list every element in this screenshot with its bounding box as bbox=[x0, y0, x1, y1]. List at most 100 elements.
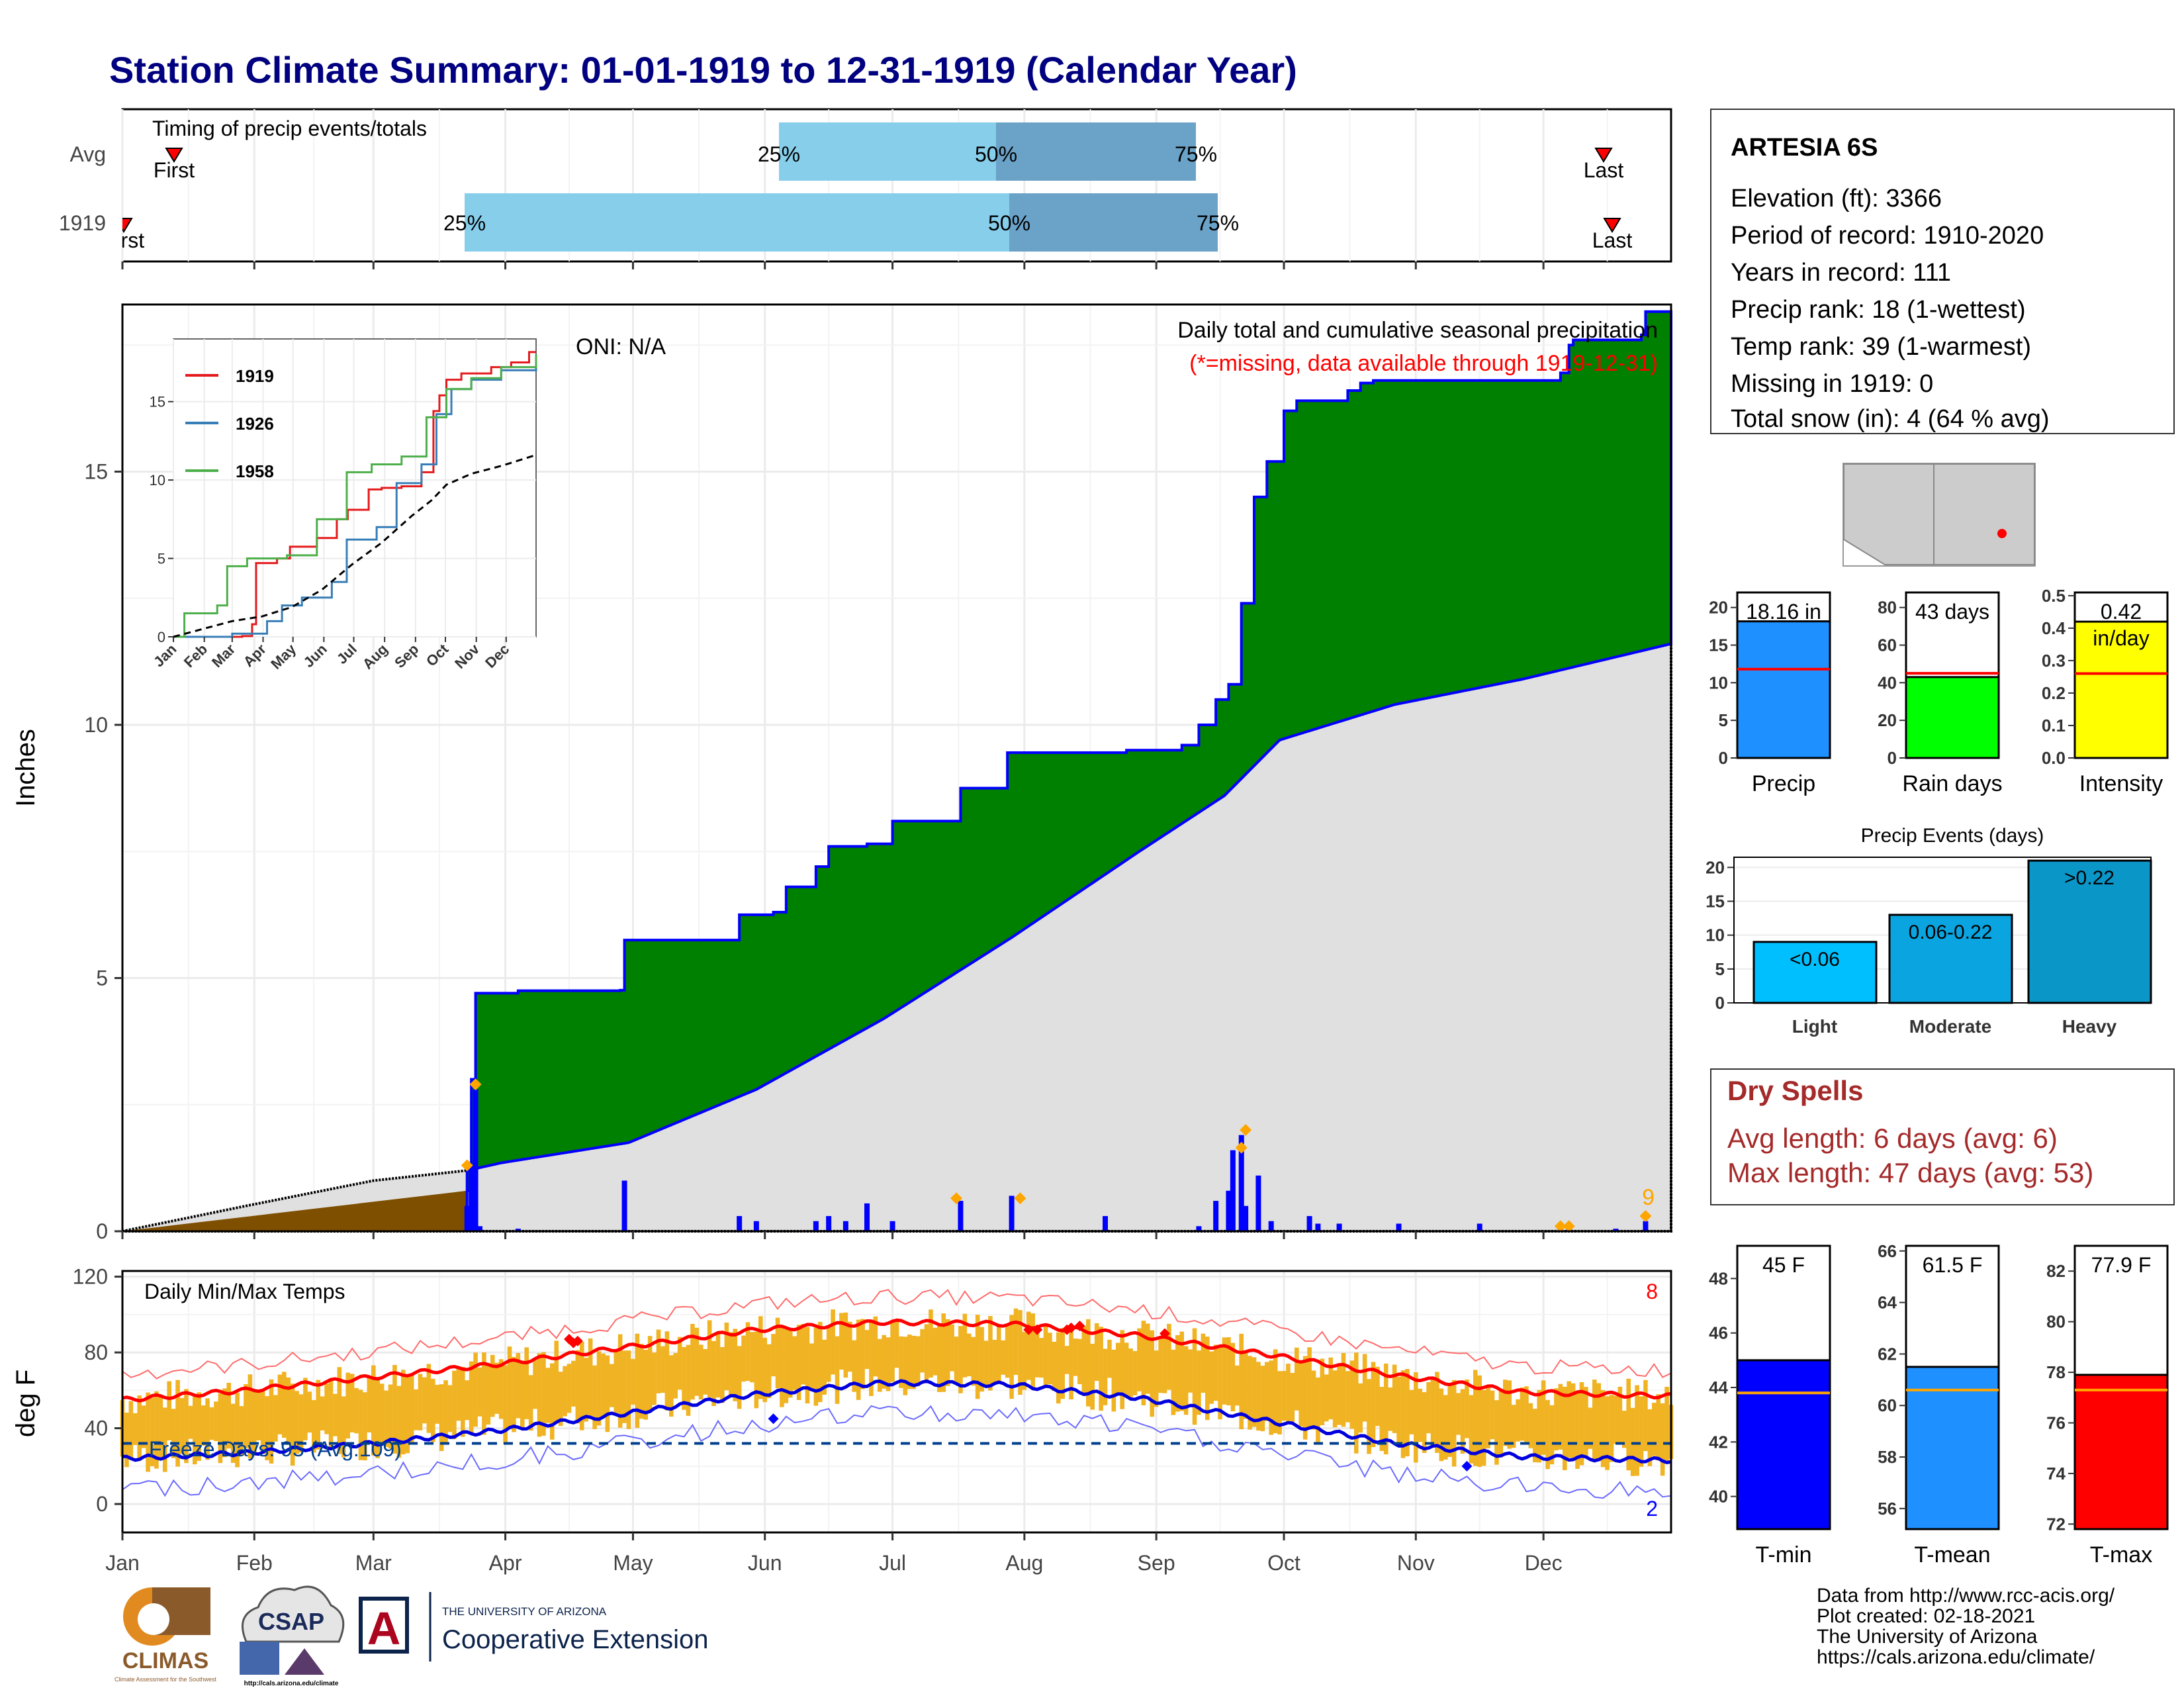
daily-temp-bar bbox=[694, 1327, 700, 1396]
daily-temp-bar bbox=[1009, 1315, 1014, 1399]
daily-temp-bar bbox=[1516, 1399, 1520, 1442]
station-missing: Missing in 1919: 0 bbox=[1731, 370, 1933, 398]
daily-temp-bar bbox=[435, 1385, 440, 1424]
daily-temp-bar bbox=[571, 1360, 576, 1407]
summary-bar bbox=[1736, 1359, 1831, 1530]
hot-day-marker bbox=[1066, 1322, 1077, 1333]
precip-missing-note: (*=missing, data available through 1919-… bbox=[1189, 351, 1658, 376]
summary-label: T-min bbox=[1756, 1542, 1812, 1568]
daily-temp-bar bbox=[1371, 1362, 1376, 1448]
daily-temp-bar bbox=[771, 1334, 776, 1377]
extreme-precip-marker bbox=[1563, 1220, 1575, 1233]
daily-temp-bar bbox=[575, 1350, 580, 1424]
daily-temp-bar bbox=[239, 1406, 244, 1456]
daily-temp-bar bbox=[1111, 1349, 1116, 1412]
daily-temp-bar bbox=[622, 1350, 627, 1423]
daily-temp-bar bbox=[933, 1327, 938, 1376]
daily-temp-bar bbox=[150, 1397, 155, 1466]
y-tick-label: 80 bbox=[84, 1340, 108, 1364]
daily-temp-bar bbox=[877, 1338, 882, 1392]
daily-temp-bar bbox=[1664, 1387, 1669, 1461]
daily-temp-bar bbox=[452, 1370, 457, 1440]
daily-temp-bar bbox=[596, 1351, 602, 1426]
daily-temp-bar bbox=[465, 1380, 470, 1421]
daily-temp-bar bbox=[494, 1362, 500, 1414]
daily-temp-bar bbox=[328, 1378, 334, 1448]
daily-temp-bar bbox=[490, 1354, 495, 1417]
daily-temp-bar bbox=[414, 1389, 418, 1430]
daily-temp-bar bbox=[711, 1340, 716, 1407]
extreme-precip-marker bbox=[1235, 1141, 1248, 1154]
daily-temp-bar bbox=[579, 1341, 584, 1430]
daily-temp-bar bbox=[1388, 1387, 1393, 1431]
events-y-tick-label: 10 bbox=[1706, 925, 1725, 945]
daily-temp-bar bbox=[1022, 1332, 1027, 1390]
daily-temp-bar bbox=[141, 1405, 146, 1448]
summary-tick-label: 80 bbox=[1878, 598, 1897, 618]
daily-temp-bar bbox=[524, 1347, 529, 1419]
daily-temp-bar bbox=[1353, 1352, 1359, 1454]
daily-temp-bar bbox=[1099, 1327, 1103, 1411]
daily-temp-bar bbox=[1260, 1366, 1265, 1432]
daily-temp-bar bbox=[1341, 1352, 1346, 1427]
daily-temp-bar bbox=[1273, 1349, 1278, 1434]
summary-tick-label: 46 bbox=[1709, 1323, 1728, 1343]
daily-temp-bar bbox=[988, 1316, 993, 1391]
daily-precip-bar bbox=[1226, 1190, 1232, 1231]
summary-tick-label: 20 bbox=[1878, 710, 1897, 730]
daily-precip-bar bbox=[1315, 1223, 1321, 1231]
daily-temp-bar bbox=[966, 1333, 972, 1377]
daily-temp-bar bbox=[584, 1358, 589, 1422]
daily-temp-bar bbox=[864, 1330, 870, 1370]
ua-shield bbox=[359, 1597, 409, 1654]
timing-x-ticks bbox=[121, 261, 1545, 269]
daily-temp-bar bbox=[1026, 1311, 1031, 1380]
daily-temp-bar bbox=[992, 1340, 997, 1385]
summary-label: T-max bbox=[2090, 1542, 2152, 1568]
daily-temp-bars bbox=[120, 1308, 1674, 1476]
daily-precip-bar bbox=[1396, 1223, 1402, 1231]
daily-temp-bar bbox=[1018, 1310, 1023, 1395]
timing-row-1919-label: 1919 bbox=[59, 211, 106, 235]
record-low-line bbox=[122, 1405, 1672, 1499]
daily-temp-bar bbox=[698, 1344, 704, 1400]
daily-temp-bar bbox=[363, 1392, 367, 1461]
dry-spells-box: Dry Spells Avg length: 6 days (avg: 6) M… bbox=[1710, 1068, 2175, 1205]
daily-temp-bar bbox=[388, 1384, 393, 1449]
daily-temp-bar bbox=[1439, 1388, 1444, 1462]
daily-temp-bar bbox=[1128, 1348, 1133, 1397]
daily-temp-bar bbox=[813, 1327, 819, 1406]
daily-precip-bar bbox=[737, 1216, 743, 1231]
summary-tick-label: 64 bbox=[1878, 1293, 1897, 1313]
extreme-precip-marker bbox=[1014, 1192, 1026, 1205]
daily-temp-bar bbox=[188, 1405, 193, 1439]
daily-temp-bar bbox=[792, 1336, 797, 1390]
daily-temp-bar bbox=[758, 1316, 763, 1399]
footer-line-2: Plot created: 02-18-2021 bbox=[1817, 1605, 2035, 1627]
daily-temp-bar bbox=[256, 1391, 261, 1440]
inset-legend-label-1958: 1958 bbox=[236, 461, 274, 481]
daily-temp-bar bbox=[945, 1319, 950, 1386]
summary-tick-label: 66 bbox=[1878, 1241, 1897, 1261]
daily-temp-bar bbox=[1201, 1333, 1206, 1393]
climas-logo: CLIMAS Climate Assessment for the Southw… bbox=[114, 1587, 217, 1683]
daily-temp-bar bbox=[1034, 1330, 1040, 1378]
station-info-frame bbox=[1710, 109, 2175, 434]
daily-precip-bar bbox=[826, 1216, 832, 1231]
daily-precip-bar bbox=[1009, 1196, 1015, 1231]
daily-temp-bar bbox=[1473, 1370, 1478, 1466]
daily-temp-bar bbox=[1481, 1389, 1486, 1466]
timing-1919-last-label: Last bbox=[1592, 228, 1633, 252]
daily-temp-bar bbox=[754, 1331, 759, 1409]
daily-temp-bar bbox=[899, 1336, 903, 1388]
daily-temp-bar bbox=[780, 1327, 784, 1407]
daily-temp-bar bbox=[703, 1349, 708, 1395]
daily-temp-bar bbox=[660, 1346, 665, 1393]
precip-events-frame bbox=[1733, 857, 2152, 1004]
temp-panel: 0 40 80 120 deg F Daily Min/Max Temps Freez… bbox=[11, 1265, 1674, 1534]
timing-avg-bar-50-75 bbox=[996, 122, 1196, 181]
daily-temp-bar bbox=[1162, 1336, 1167, 1393]
daily-temp-bar bbox=[784, 1329, 789, 1403]
daily-temp-bar bbox=[1248, 1356, 1252, 1430]
summary-tick-label: 40 bbox=[1709, 1487, 1728, 1507]
